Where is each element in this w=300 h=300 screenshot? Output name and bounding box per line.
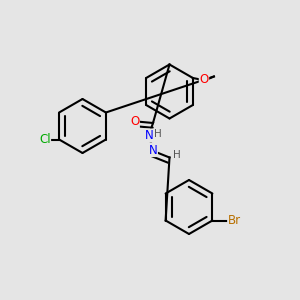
Text: N: N — [145, 129, 154, 142]
Text: O: O — [200, 73, 208, 86]
Text: O: O — [130, 115, 139, 128]
Text: Cl: Cl — [39, 133, 50, 146]
Text: Br: Br — [228, 214, 241, 227]
Text: H: H — [154, 129, 161, 139]
Text: H: H — [173, 150, 181, 161]
Text: N: N — [148, 143, 158, 157]
